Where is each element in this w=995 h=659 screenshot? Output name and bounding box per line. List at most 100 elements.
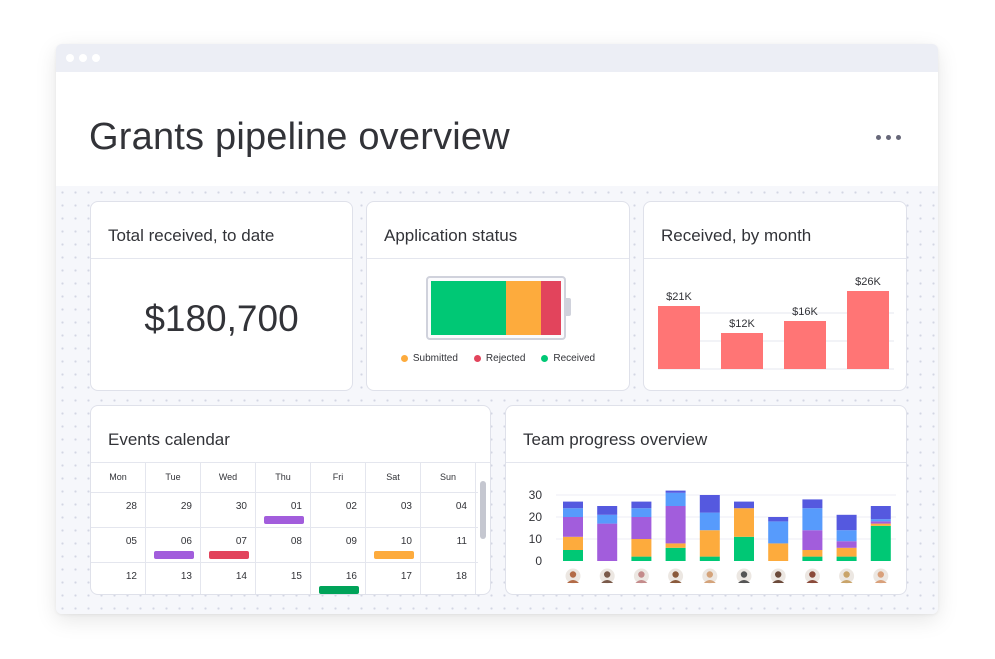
- page-title: Grants pipeline overview: [89, 116, 510, 158]
- stacked-bar-segment[interactable]: [768, 517, 789, 522]
- stacked-bar-segment[interactable]: [563, 550, 583, 561]
- stacked-bar-segment[interactable]: [870, 523, 891, 526]
- month-bar[interactable]: [721, 333, 763, 369]
- stacked-bar-segment[interactable]: [802, 499, 823, 509]
- battery-segment-received: [431, 281, 507, 335]
- day-number: 04: [455, 501, 467, 512]
- stacked-bar-segment[interactable]: [802, 556, 823, 561]
- stacked-bar-segment[interactable]: [631, 556, 652, 561]
- stacked-bar-segment[interactable]: [734, 501, 754, 509]
- events-calendar-widget[interactable]: Events calendar Mon Tue Wed Thu Fri Sat Sun 28 2…: [90, 405, 491, 595]
- stacked-bar-segment[interactable]: [734, 536, 754, 561]
- stacked-bar-segment[interactable]: [631, 501, 652, 509]
- calendar-day-cell[interactable]: 12: [91, 563, 146, 594]
- stacked-bar-segment[interactable]: [836, 514, 857, 531]
- day-number: 03: [400, 501, 412, 512]
- calendar-day-cell[interactable]: 08: [256, 528, 311, 562]
- month-bar[interactable]: [658, 306, 700, 369]
- stacked-bar-segment[interactable]: [802, 508, 823, 531]
- calendar-event-bar[interactable]: [209, 551, 249, 559]
- received-by-month-widget[interactable]: Received, by month $21K $12K $16K $26K: [643, 201, 907, 391]
- stacked-bar-segment[interactable]: [768, 521, 789, 544]
- calendar-scrollbar[interactable]: [480, 481, 486, 539]
- stacked-bar-segment[interactable]: [665, 506, 686, 544]
- stacked-bar-segment[interactable]: [768, 543, 789, 561]
- person-avatar-icon[interactable]: [632, 567, 650, 585]
- person-avatar-icon[interactable]: [838, 567, 856, 585]
- stacked-bar-segment[interactable]: [631, 517, 652, 539]
- stacked-bar-segment[interactable]: [734, 508, 754, 537]
- calendar-day-cell[interactable]: 30: [201, 493, 256, 527]
- stacked-bar-segment[interactable]: [597, 523, 618, 561]
- calendar-day-cell[interactable]: 18: [421, 563, 476, 594]
- stacked-bar-segment[interactable]: [563, 517, 583, 537]
- calendar-day-cell[interactable]: 01: [256, 493, 311, 527]
- calendar-day-cell[interactable]: 09: [311, 528, 366, 562]
- more-horizontal-icon[interactable]: [876, 135, 904, 145]
- calendar-day-cell[interactable]: 10: [366, 528, 421, 562]
- stacked-bar-segment[interactable]: [699, 512, 720, 531]
- calendar-day-cell[interactable]: 17: [366, 563, 421, 594]
- day-number: 15: [290, 571, 302, 582]
- person-avatar-icon[interactable]: [564, 567, 582, 585]
- calendar-day-cell[interactable]: 03: [366, 493, 421, 527]
- calendar-day-cell[interactable]: 14: [201, 563, 256, 594]
- person-avatar-icon[interactable]: [667, 567, 685, 585]
- person-avatar-icon[interactable]: [769, 567, 787, 585]
- calendar-event-bar[interactable]: [319, 586, 359, 594]
- stacked-bar-segment[interactable]: [631, 508, 652, 517]
- stacked-bar-segment[interactable]: [836, 556, 857, 561]
- person-avatar-icon[interactable]: [735, 567, 753, 585]
- stacked-bar-segment[interactable]: [665, 543, 686, 548]
- weekday-label: Fri: [311, 463, 366, 492]
- calendar-event-bar[interactable]: [264, 516, 304, 524]
- calendar-day-cell[interactable]: 16: [311, 563, 366, 594]
- calendar-day-cell[interactable]: 06: [146, 528, 201, 562]
- stacked-bar-segment[interactable]: [597, 514, 618, 524]
- month-bar[interactable]: [847, 291, 889, 369]
- calendar-day-cell[interactable]: 13: [146, 563, 201, 594]
- stacked-bar-segment[interactable]: [870, 519, 891, 522]
- calendar-day-cell[interactable]: 02: [311, 493, 366, 527]
- calendar-day-cell[interactable]: 11: [421, 528, 476, 562]
- stacked-bar-segment[interactable]: [563, 501, 583, 509]
- day-number: 06: [180, 536, 192, 547]
- stacked-bar-segment[interactable]: [563, 508, 583, 517]
- stacked-bar-segment[interactable]: [563, 536, 583, 550]
- browser-window: Grants pipeline overview Total received,…: [56, 44, 938, 614]
- total-received-widget[interactable]: Total received, to date $180,700: [90, 201, 353, 391]
- calendar-event-bar[interactable]: [374, 551, 414, 559]
- stacked-bar-segment[interactable]: [870, 506, 891, 520]
- stacked-bar-segment[interactable]: [597, 506, 618, 515]
- stacked-bar-segment[interactable]: [665, 547, 686, 561]
- team-progress-widget[interactable]: Team progress overview 0 10 20 30: [505, 405, 907, 595]
- person-avatar-icon[interactable]: [872, 567, 890, 585]
- stacked-bar-segment[interactable]: [665, 492, 686, 506]
- calendar-day-cell[interactable]: 04: [421, 493, 476, 527]
- stacked-bar-segment[interactable]: [870, 525, 891, 561]
- application-status-widget[interactable]: Application status Submitted Rejected Rece…: [366, 201, 630, 391]
- calendar-day-cell[interactable]: 28: [91, 493, 146, 527]
- stacked-bar-segment[interactable]: [870, 521, 891, 524]
- person-avatar-icon[interactable]: [803, 567, 821, 585]
- calendar-day-cell[interactable]: 05: [91, 528, 146, 562]
- stacked-bar-segment[interactable]: [802, 550, 823, 557]
- person-avatar-icon[interactable]: [701, 567, 719, 585]
- stacked-bar-segment[interactable]: [699, 530, 720, 557]
- calendar-day-cell[interactable]: 07: [201, 528, 256, 562]
- stacked-bar-segment[interactable]: [836, 530, 857, 542]
- stacked-bar-segment[interactable]: [836, 541, 857, 548]
- stacked-bar-segment[interactable]: [802, 530, 823, 550]
- total-received-value: $180,700: [144, 298, 299, 339]
- day-number: 13: [180, 571, 192, 582]
- calendar-day-cell[interactable]: 29: [146, 493, 201, 527]
- person-avatar-icon[interactable]: [598, 567, 616, 585]
- calendar-event-bar[interactable]: [154, 551, 194, 559]
- stacked-bar-segment[interactable]: [665, 490, 686, 493]
- stacked-bar-segment[interactable]: [699, 556, 720, 561]
- stacked-bar-segment[interactable]: [836, 547, 857, 557]
- stacked-bar-segment[interactable]: [699, 495, 720, 513]
- stacked-bar-segment[interactable]: [631, 539, 652, 557]
- month-bar[interactable]: [784, 321, 826, 369]
- calendar-day-cell[interactable]: 15: [256, 563, 311, 594]
